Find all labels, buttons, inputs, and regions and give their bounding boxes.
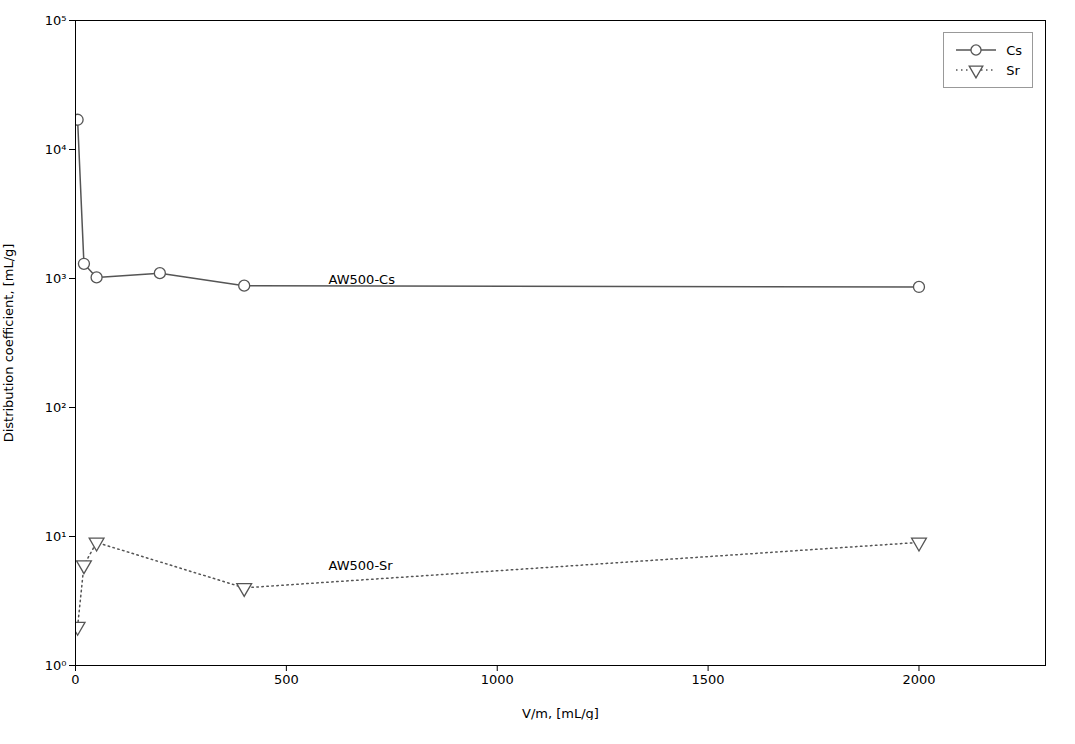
svg-text:10¹: 10¹ — [45, 529, 67, 544]
svg-text:10⁰: 10⁰ — [45, 658, 67, 673]
svg-text:V/m, [mL/g]: V/m, [mL/g] — [522, 706, 599, 721]
svg-text:Distribution coefficient, [mL/: Distribution coefficient, [mL/g] — [1, 244, 16, 443]
svg-text:1000: 1000 — [481, 672, 514, 687]
svg-text:1500: 1500 — [692, 672, 725, 687]
html-text:Sr: Sr — [1006, 62, 1020, 78]
svg-text:2000: 2000 — [902, 672, 935, 687]
svg-text:AW500-Sr: AW500-Sr — [329, 558, 394, 573]
svg-text:500: 500 — [274, 672, 299, 687]
svg-text:0: 0 — [71, 672, 79, 687]
svg-text:10⁴: 10⁴ — [45, 142, 67, 157]
svg-text:10⁵: 10⁵ — [45, 13, 67, 28]
svg-text:AW500-Cs: AW500-Cs — [329, 272, 396, 287]
html-text:Cs: Cs — [1006, 42, 1022, 58]
svg-text:10²: 10² — [45, 400, 67, 415]
svg-text:10³: 10³ — [45, 271, 67, 286]
